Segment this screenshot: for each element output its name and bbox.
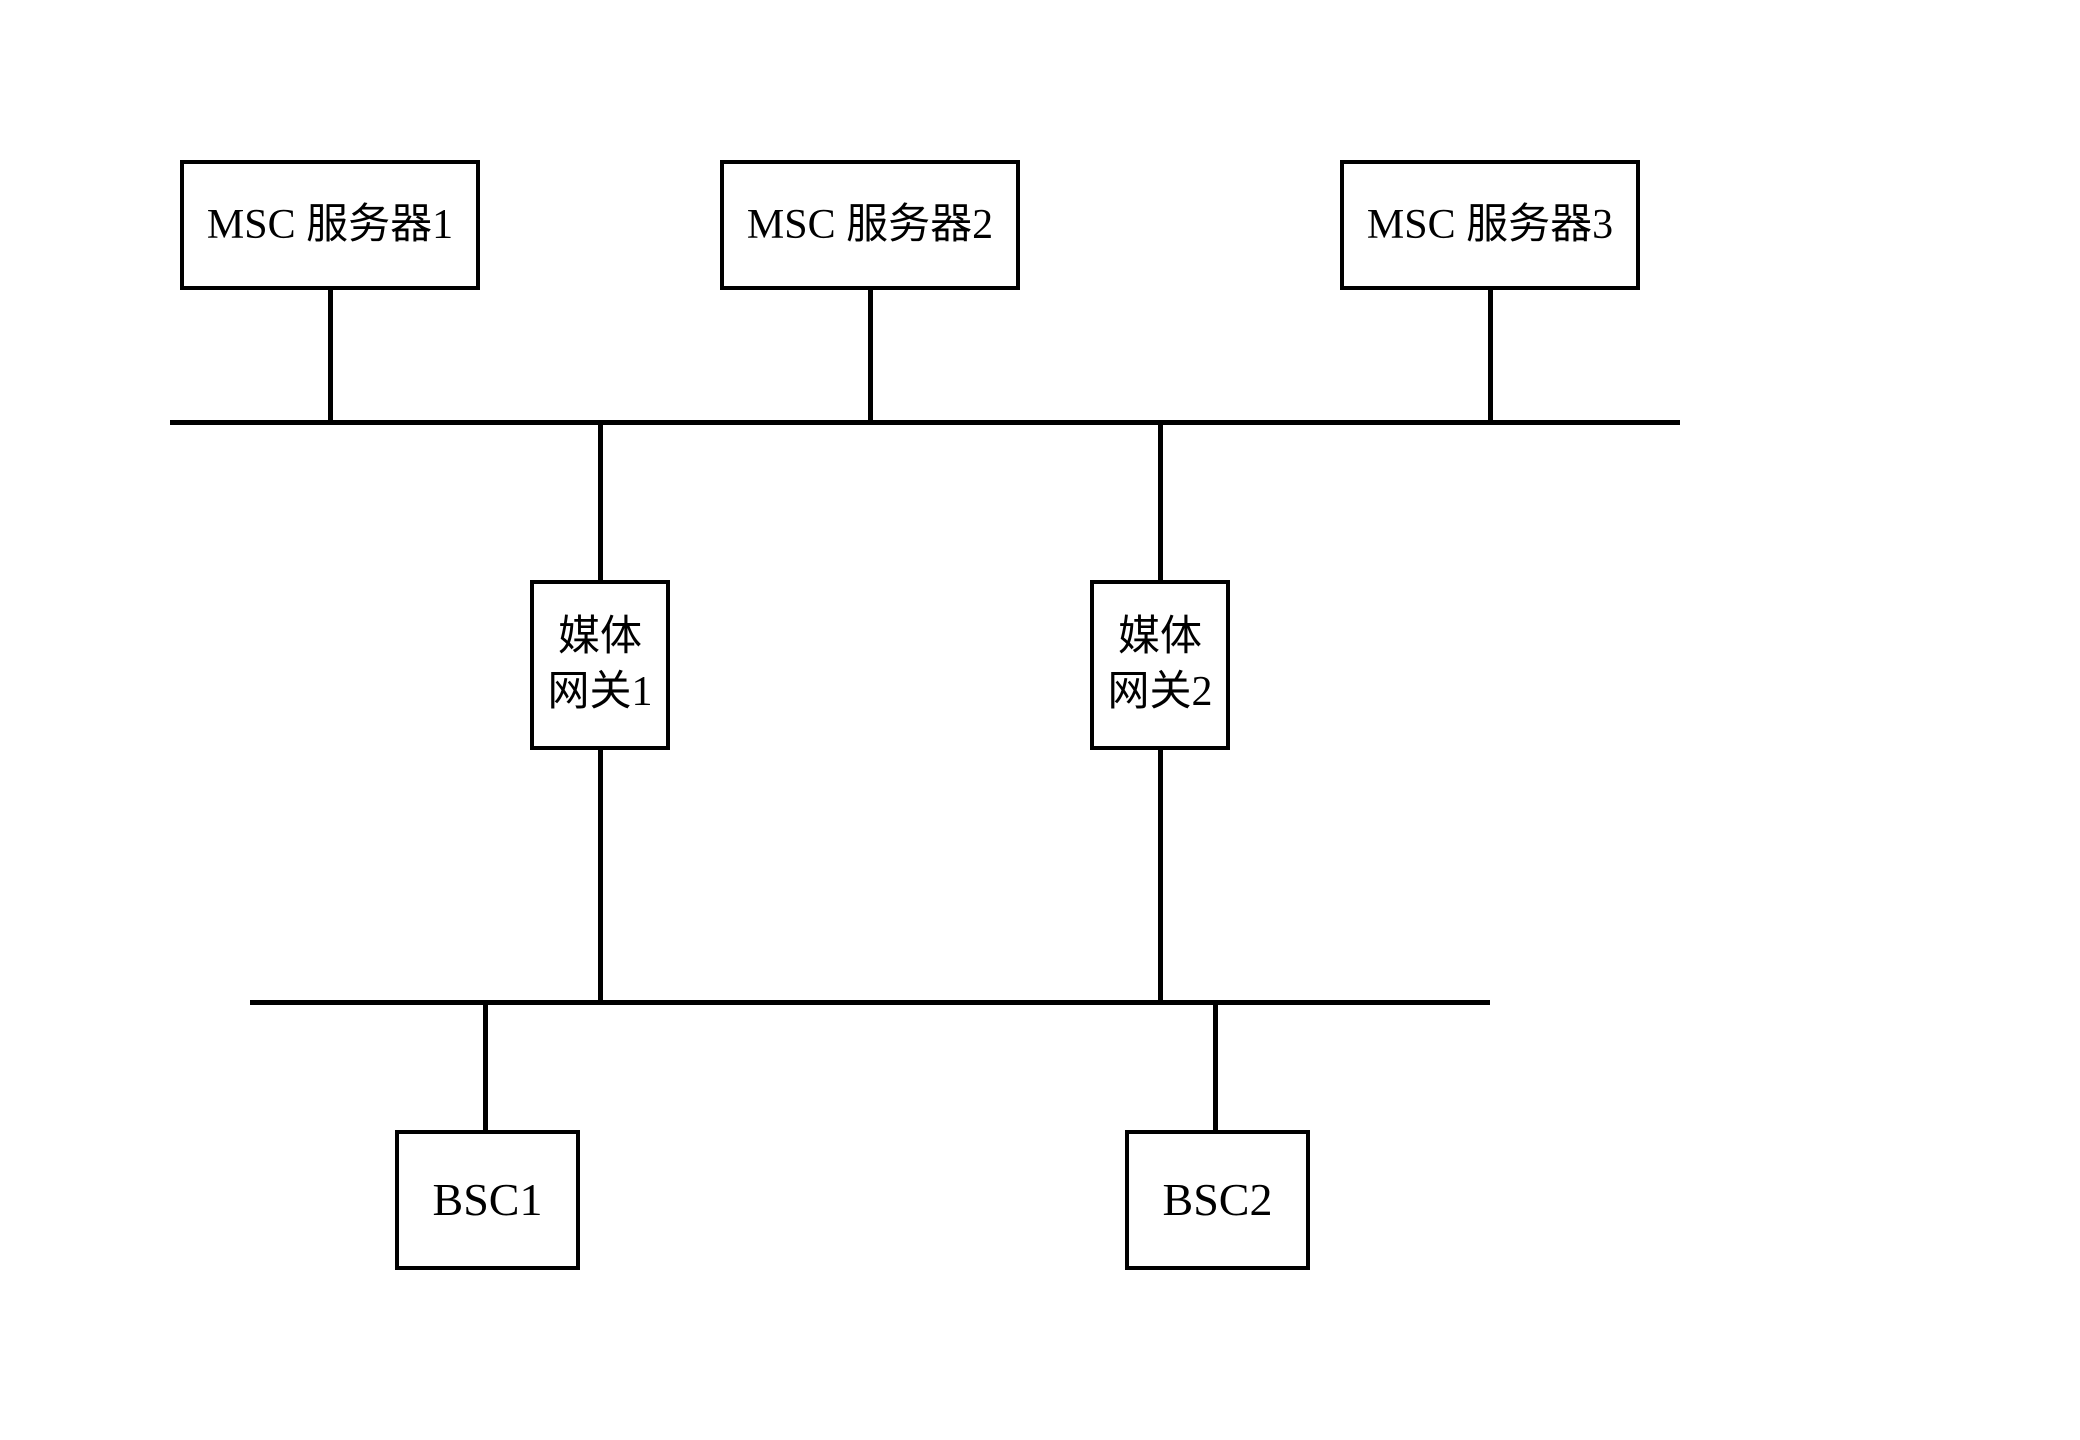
gw2-up-line <box>1158 420 1163 580</box>
msc-server-1-node: MSC 服务器1 <box>180 160 480 290</box>
network-diagram: MSC 服务器1 MSC 服务器2 MSC 服务器3 媒体 网关1 媒体 网关2… <box>140 80 1940 1360</box>
msc-server-3-node: MSC 服务器3 <box>1340 160 1640 290</box>
bsc-1-node: BSC1 <box>395 1130 580 1270</box>
bsc1-up-line <box>483 1000 488 1130</box>
msc-server-1-label: MSC 服务器1 <box>207 198 453 253</box>
gw1-down-line <box>598 750 603 1000</box>
gw2-down-line <box>1158 750 1163 1000</box>
msc1-drop-line <box>328 290 333 420</box>
bsc-1-label: BSC1 <box>433 1170 543 1230</box>
bsc2-up-line <box>1213 1000 1218 1130</box>
msc-server-2-label: MSC 服务器2 <box>747 198 993 253</box>
msc3-drop-line <box>1488 290 1493 420</box>
msc2-drop-line <box>868 290 873 420</box>
msc-server-2-node: MSC 服务器2 <box>720 160 1020 290</box>
media-gateway-1-node: 媒体 网关1 <box>530 580 670 750</box>
media-gateway-2-node: 媒体 网关2 <box>1090 580 1230 750</box>
gw1-up-line <box>598 420 603 580</box>
media-gateway-2-label: 媒体 网关2 <box>1107 610 1212 719</box>
media-gateway-1-label: 媒体 网关1 <box>547 610 652 719</box>
lower-bus-line <box>250 1000 1490 1005</box>
bsc-2-node: BSC2 <box>1125 1130 1310 1270</box>
bsc-2-label: BSC2 <box>1163 1170 1273 1230</box>
upper-bus-line <box>170 420 1680 425</box>
msc-server-3-label: MSC 服务器3 <box>1367 198 1613 253</box>
